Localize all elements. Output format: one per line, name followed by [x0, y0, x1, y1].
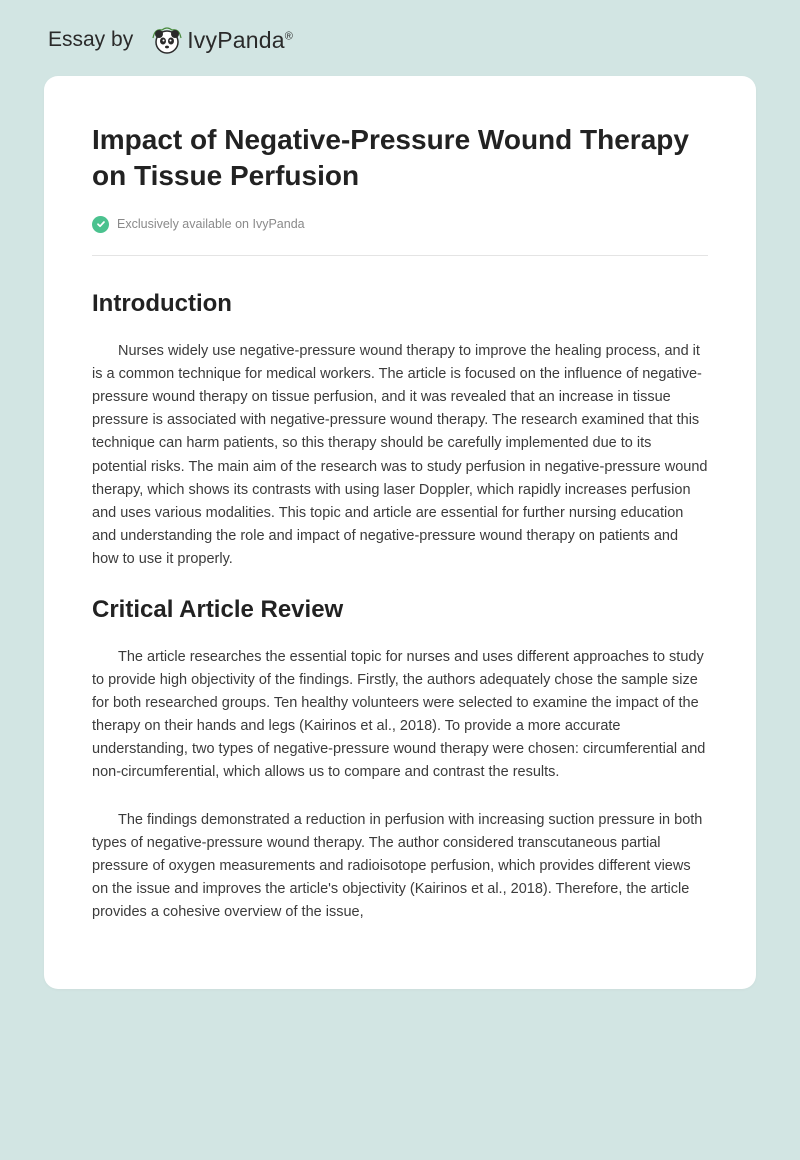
brand-logo: IvyPanda® [149, 22, 293, 58]
brand-text: IvyPanda [187, 27, 285, 53]
section-heading-review: Critical Article Review [92, 596, 708, 624]
check-icon [92, 216, 109, 233]
paragraph: The findings demonstrated a reduction in… [92, 809, 708, 925]
paragraph: Nurses widely use negative-pressure woun… [92, 340, 708, 572]
paragraph: The article researches the essential top… [92, 646, 708, 785]
badge-text: Exclusively available on IvyPanda [117, 217, 305, 231]
availability-badge: Exclusively available on IvyPanda [92, 216, 708, 256]
registered-mark: ® [285, 30, 293, 42]
header-bar: Essay by IvyPanda® [0, 0, 800, 76]
brand-name: IvyPanda® [187, 27, 293, 54]
essay-by-label: Essay by [48, 28, 133, 52]
document-paper: Impact of Negative-Pressure Wound Therap… [44, 76, 756, 989]
document-title: Impact of Negative-Pressure Wound Therap… [92, 122, 708, 194]
panda-icon [149, 22, 185, 58]
section-heading-introduction: Introduction [92, 290, 708, 318]
